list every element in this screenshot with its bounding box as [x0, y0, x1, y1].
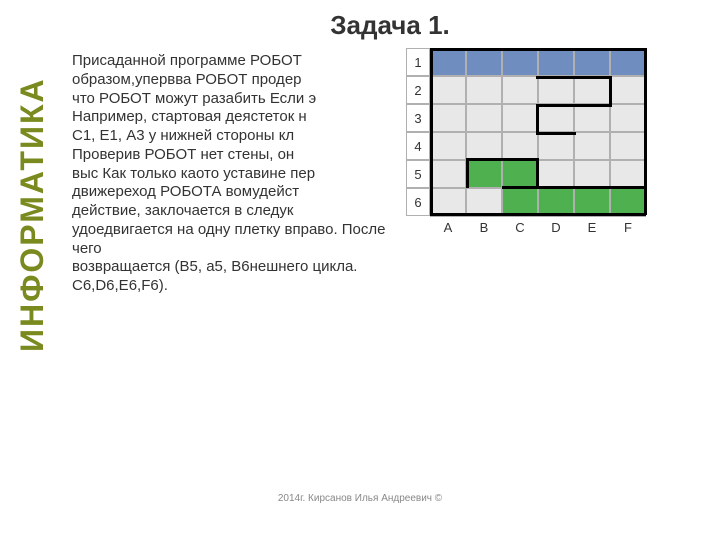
wall-segment: [430, 48, 646, 51]
grid-cell: [466, 76, 502, 104]
grid-cell: [466, 104, 502, 132]
wall-segment: [536, 104, 539, 134]
wall-segment: [536, 132, 576, 135]
grid-cell: [466, 188, 502, 216]
grid-cell: [502, 132, 538, 160]
wall-segment: [536, 76, 612, 79]
row-header: 3: [406, 104, 430, 132]
row-header: 6: [406, 188, 430, 216]
grid-cell: [574, 48, 610, 76]
robot-grid: 123456ABCDEF: [406, 48, 646, 238]
wall-segment: [644, 48, 647, 215]
body-line: Например, стартовая деястеток н: [72, 108, 402, 127]
body-line: образом,упервва РОБОТ продер: [72, 71, 402, 90]
grid-cell: [502, 188, 538, 216]
grid-cell: [610, 48, 646, 76]
grid-cell: [610, 188, 646, 216]
col-header: D: [538, 216, 574, 238]
grid-cell: [502, 160, 538, 188]
row-header: 4: [406, 132, 430, 160]
grid-cell: [610, 160, 646, 188]
grid-cell: [610, 104, 646, 132]
grid-cell: [538, 188, 574, 216]
grid-cell: [574, 76, 610, 104]
col-header: C: [502, 216, 538, 238]
wall-segment: [502, 186, 646, 189]
grid-cell: [430, 188, 466, 216]
sidebar-label: ИНФОРМАТИКА: [14, 25, 51, 405]
wall-segment: [536, 104, 612, 107]
grid-cell: [430, 160, 466, 188]
col-header: E: [574, 216, 610, 238]
wall-segment: [536, 158, 539, 188]
grid-cell: [574, 188, 610, 216]
wall-segment: [466, 158, 469, 188]
grid-cell: [538, 76, 574, 104]
grid-cell: [502, 104, 538, 132]
grid-cell: [430, 48, 466, 76]
footer-credit: 2014г. Кирсанов Илья Андреевич ©: [0, 493, 720, 504]
row-header: 5: [406, 160, 430, 188]
grid-cell: [502, 76, 538, 104]
body-line: С1, Е1, А3 у нижней стороны кл: [72, 127, 402, 146]
grid-cell: [502, 48, 538, 76]
grid-cell: [466, 160, 502, 188]
grid-cell: [538, 48, 574, 76]
grid-cell: [610, 76, 646, 104]
grid-cell: [430, 76, 466, 104]
grid-cell: [538, 160, 574, 188]
body-line: возвращается (В5, а5, В6нешнего цикла.: [72, 258, 402, 277]
body-line: что РОБОТ можут разабить Если э: [72, 90, 402, 109]
wall-segment: [430, 213, 646, 216]
grid-cell: [574, 132, 610, 160]
grid-cell: [466, 132, 502, 160]
row-header: 1: [406, 48, 430, 76]
body-line: Присаданной программе РОБОТ: [72, 52, 402, 71]
body-line: действие, заклочается в следук: [72, 202, 402, 221]
grid-cell: [538, 104, 574, 132]
grid-cell: [610, 132, 646, 160]
corner-blank: [406, 216, 430, 238]
grid-cell: [574, 104, 610, 132]
col-header: A: [430, 216, 466, 238]
body-line: выс Как только каото уставине пер: [72, 165, 402, 184]
grid-cell: [574, 160, 610, 188]
page-title: Задача 1.: [0, 0, 720, 41]
wall-segment: [430, 48, 433, 215]
grid-cell: [430, 104, 466, 132]
grid-cell: [538, 132, 574, 160]
row-header: 2: [406, 76, 430, 104]
wall-segment: [609, 76, 612, 106]
body-text: Присаданной программе РОБОТобразом,уперв…: [72, 52, 402, 296]
grid-cell: [430, 132, 466, 160]
body-line: удоедвигается на одну плетку вправо. Пос…: [72, 221, 402, 259]
col-header: B: [466, 216, 502, 238]
grid-cell: [466, 48, 502, 76]
body-line: Проверив РОБОТ нет стены, он: [72, 146, 402, 165]
body-line: С6,D6,E6,F6).: [72, 277, 402, 296]
wall-segment: [466, 158, 538, 161]
body-line: движереход РОБОТА вомудейст: [72, 183, 402, 202]
col-header: F: [610, 216, 646, 238]
